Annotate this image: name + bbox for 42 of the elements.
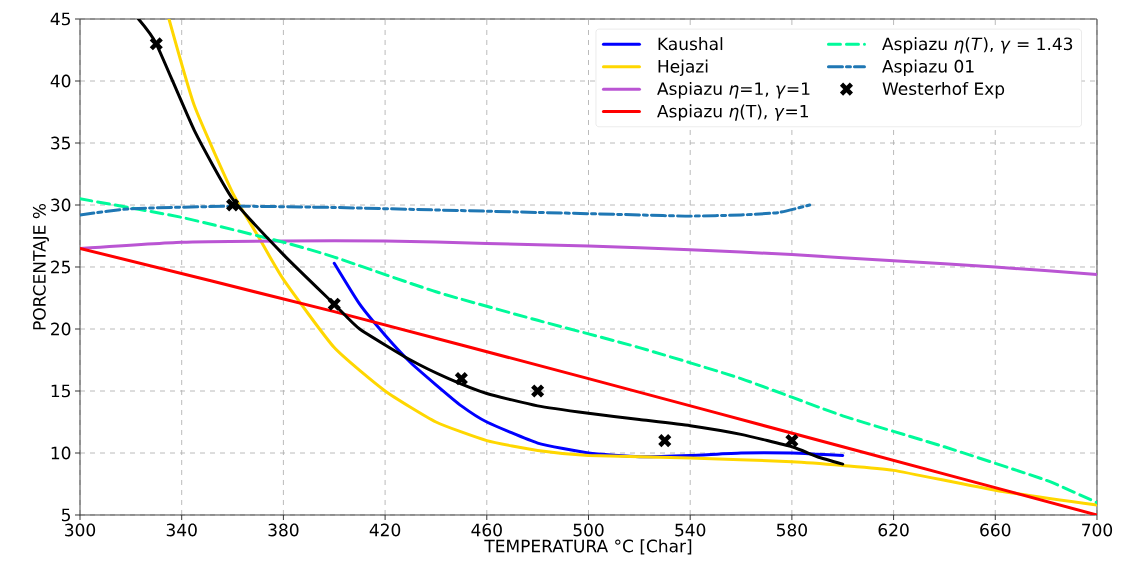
y-axis-title: PORCENTAJE % [32, 203, 49, 330]
line-series [80, 197, 1097, 505]
legend-label: Aspiazu η(T), γ=1 [657, 104, 808, 121]
line-series [136, 19, 845, 466]
point [149, 36, 164, 51]
y-tick-label: 10 [51, 446, 71, 460]
point [454, 371, 469, 386]
x-tick-label: 700 [1082, 523, 1113, 537]
legend-label: Westerhof Exp [882, 81, 1005, 99]
y-tick-label: 15 [51, 384, 70, 398]
y-tick-label: 40 [50, 74, 71, 88]
x-tick-label: 620 [878, 523, 909, 537]
point [784, 433, 800, 448]
x-axis-title: TEMPERATURA °C [Char] [484, 539, 692, 555]
line-series [80, 239, 1097, 276]
y-tick-label: 25 [51, 260, 70, 274]
line-series [167, 19, 1097, 507]
line-series [80, 203, 812, 218]
x-tick-label: 500 [573, 523, 604, 537]
x-tick-label: 380 [268, 523, 299, 537]
x-tick-label: 300 [65, 523, 96, 537]
point [225, 197, 240, 213]
y-tick-label: 5 [61, 508, 70, 522]
x-tick-label: 660 [980, 523, 1011, 537]
legend-label: Aspiazu η(T), γ = 1.43 [882, 37, 1073, 54]
legend-label: Aspiazu 01 [882, 59, 974, 76]
x-tick-label: 460 [471, 523, 502, 537]
legend-label: Kaushal [658, 37, 723, 51]
x-tick-label: 420 [369, 523, 401, 537]
x-tick-label: 340 [166, 523, 197, 537]
line-series [80, 246, 1097, 515]
point [530, 383, 545, 399]
y-tick-label: 45 [50, 12, 70, 26]
x-tick-label: 540 [675, 523, 706, 537]
y-tick-label: 30 [51, 198, 71, 212]
y-tick-label: 35 [51, 136, 70, 150]
legend-label: Aspiazu η=1, γ=1 [657, 81, 810, 99]
legend-label: Hejazi [658, 59, 708, 76]
point [657, 433, 672, 448]
x-tick-label: 580 [776, 523, 807, 537]
y-tick-label: 20 [51, 322, 71, 336]
point [327, 297, 342, 312]
